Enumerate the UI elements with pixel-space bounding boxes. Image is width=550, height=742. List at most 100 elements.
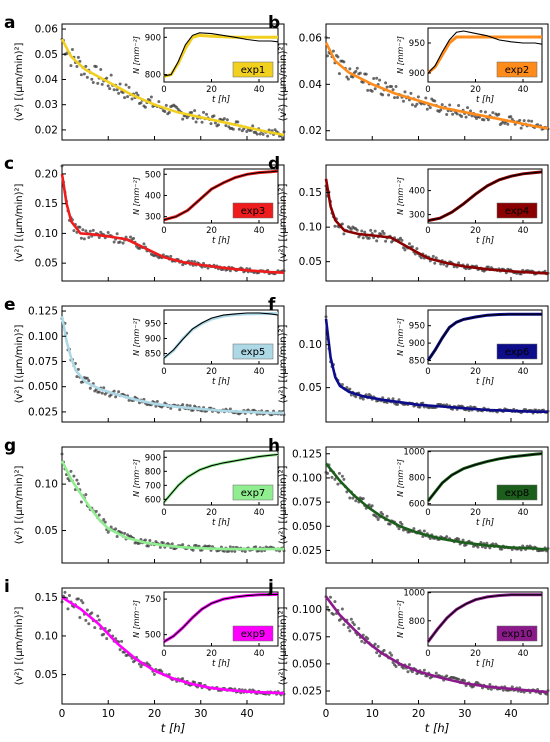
data-point xyxy=(401,246,405,250)
data-point xyxy=(209,122,213,126)
data-point xyxy=(361,497,365,501)
data-point xyxy=(228,269,232,273)
data-point xyxy=(181,403,185,407)
y-tick-label: 0.02 xyxy=(35,124,58,136)
inset-x-tick-label: 20 xyxy=(470,85,481,95)
data-point xyxy=(190,111,194,115)
legend-badge xyxy=(496,202,538,219)
data-point xyxy=(483,110,487,114)
data-point xyxy=(94,509,98,513)
data-point xyxy=(139,665,143,669)
data-point xyxy=(105,76,109,80)
data-point xyxy=(379,232,383,236)
data-point xyxy=(200,120,204,124)
data-point xyxy=(281,136,285,140)
inset-x-axis-label: t [h] xyxy=(476,95,494,105)
data-point xyxy=(419,256,423,260)
data-point xyxy=(76,482,80,486)
data-point xyxy=(421,534,425,538)
axes-frame xyxy=(325,164,549,282)
data-point xyxy=(451,112,455,116)
data-point xyxy=(394,84,398,88)
data-point xyxy=(406,670,410,674)
data-point xyxy=(333,600,337,604)
data-point xyxy=(351,496,355,500)
data-point xyxy=(102,517,106,521)
y-tick-label: 0.05 xyxy=(35,525,58,537)
data-point xyxy=(366,637,370,641)
inset-x-tick-label: 0 xyxy=(161,226,166,236)
inset: 800 900 0 20 40 t [h] N [mm⁻²] exp1 xyxy=(132,27,279,105)
fit-line xyxy=(60,173,285,274)
legend-label: exp3 xyxy=(241,206,266,217)
data-point xyxy=(118,82,122,86)
data-point xyxy=(433,99,437,103)
data-point xyxy=(372,77,376,81)
data-point xyxy=(143,538,147,542)
data-point xyxy=(431,254,435,258)
data-point xyxy=(345,75,349,79)
data-point xyxy=(345,386,349,390)
inset-x-tick-label: 0 xyxy=(161,367,166,377)
data-point xyxy=(439,108,443,112)
data-point xyxy=(66,607,70,611)
data-point xyxy=(254,545,258,549)
x-tick-label: 30 xyxy=(194,708,207,720)
y-tick-label: 0.125 xyxy=(292,448,322,460)
inset-y-tick-label: 300 xyxy=(145,213,161,223)
data-point xyxy=(117,91,121,95)
y-tick-label: 0.125 xyxy=(28,306,58,318)
inset-y-tick-label: 800 xyxy=(145,71,161,81)
data-point xyxy=(342,60,346,64)
data-point xyxy=(491,111,495,115)
inset-y-tick-label: 500 xyxy=(145,631,161,641)
data-point xyxy=(354,499,358,503)
data-point xyxy=(330,475,334,479)
inset-fit-line xyxy=(427,35,542,75)
data-point xyxy=(424,96,428,100)
inset-y-tick-label: 400 xyxy=(145,191,161,201)
data-point xyxy=(328,595,332,599)
y-tick-label: 0.06 xyxy=(299,32,323,44)
data-point xyxy=(88,229,92,233)
axes-frame xyxy=(61,164,285,282)
legend-badge xyxy=(496,625,538,642)
data-point xyxy=(112,240,116,244)
data-point xyxy=(354,69,358,73)
data-point xyxy=(114,395,118,399)
y-tick-label: 0.10 xyxy=(299,222,322,234)
inset-x-axis-label: t [h] xyxy=(212,518,230,528)
data-point xyxy=(355,66,359,70)
y-axis-label: ⟨v²⟩ [(μm/min)²] xyxy=(14,324,25,403)
data-point xyxy=(123,96,127,100)
inset-x-axis-label: t [h] xyxy=(476,236,494,246)
y-tick-label: 0.10 xyxy=(35,479,58,491)
panel-i: i 0.05 0.10 0.15 0 10 20 30 40 t [h] ⟨v²⟩ [(μm/min… xyxy=(4,577,286,735)
inset-y-tick-label: 850 xyxy=(409,357,425,367)
data-point xyxy=(407,663,411,667)
data-point xyxy=(340,474,344,478)
data-point xyxy=(342,477,346,481)
data-point xyxy=(228,407,232,411)
data-point xyxy=(114,527,118,531)
y-tick-label: 0.15 xyxy=(299,187,322,199)
axes-frame xyxy=(325,305,549,423)
inset-x-tick-label: 20 xyxy=(470,508,481,518)
fit-line xyxy=(324,42,549,130)
data-point xyxy=(115,88,119,92)
inset-x-axis-label: t [h] xyxy=(212,236,230,246)
data-point xyxy=(367,503,371,507)
legend-label: exp4 xyxy=(505,206,530,217)
data-point xyxy=(123,531,127,535)
inset-data-line xyxy=(163,32,279,77)
scatter-points xyxy=(324,35,550,131)
inset-data-line xyxy=(163,170,279,221)
data-point xyxy=(381,229,385,233)
data-point xyxy=(79,500,83,504)
panel-letter: c xyxy=(4,154,14,174)
data-point xyxy=(72,229,76,233)
data-point xyxy=(410,245,414,249)
data-point xyxy=(457,537,461,541)
data-point xyxy=(415,247,419,251)
data-point xyxy=(103,520,107,524)
